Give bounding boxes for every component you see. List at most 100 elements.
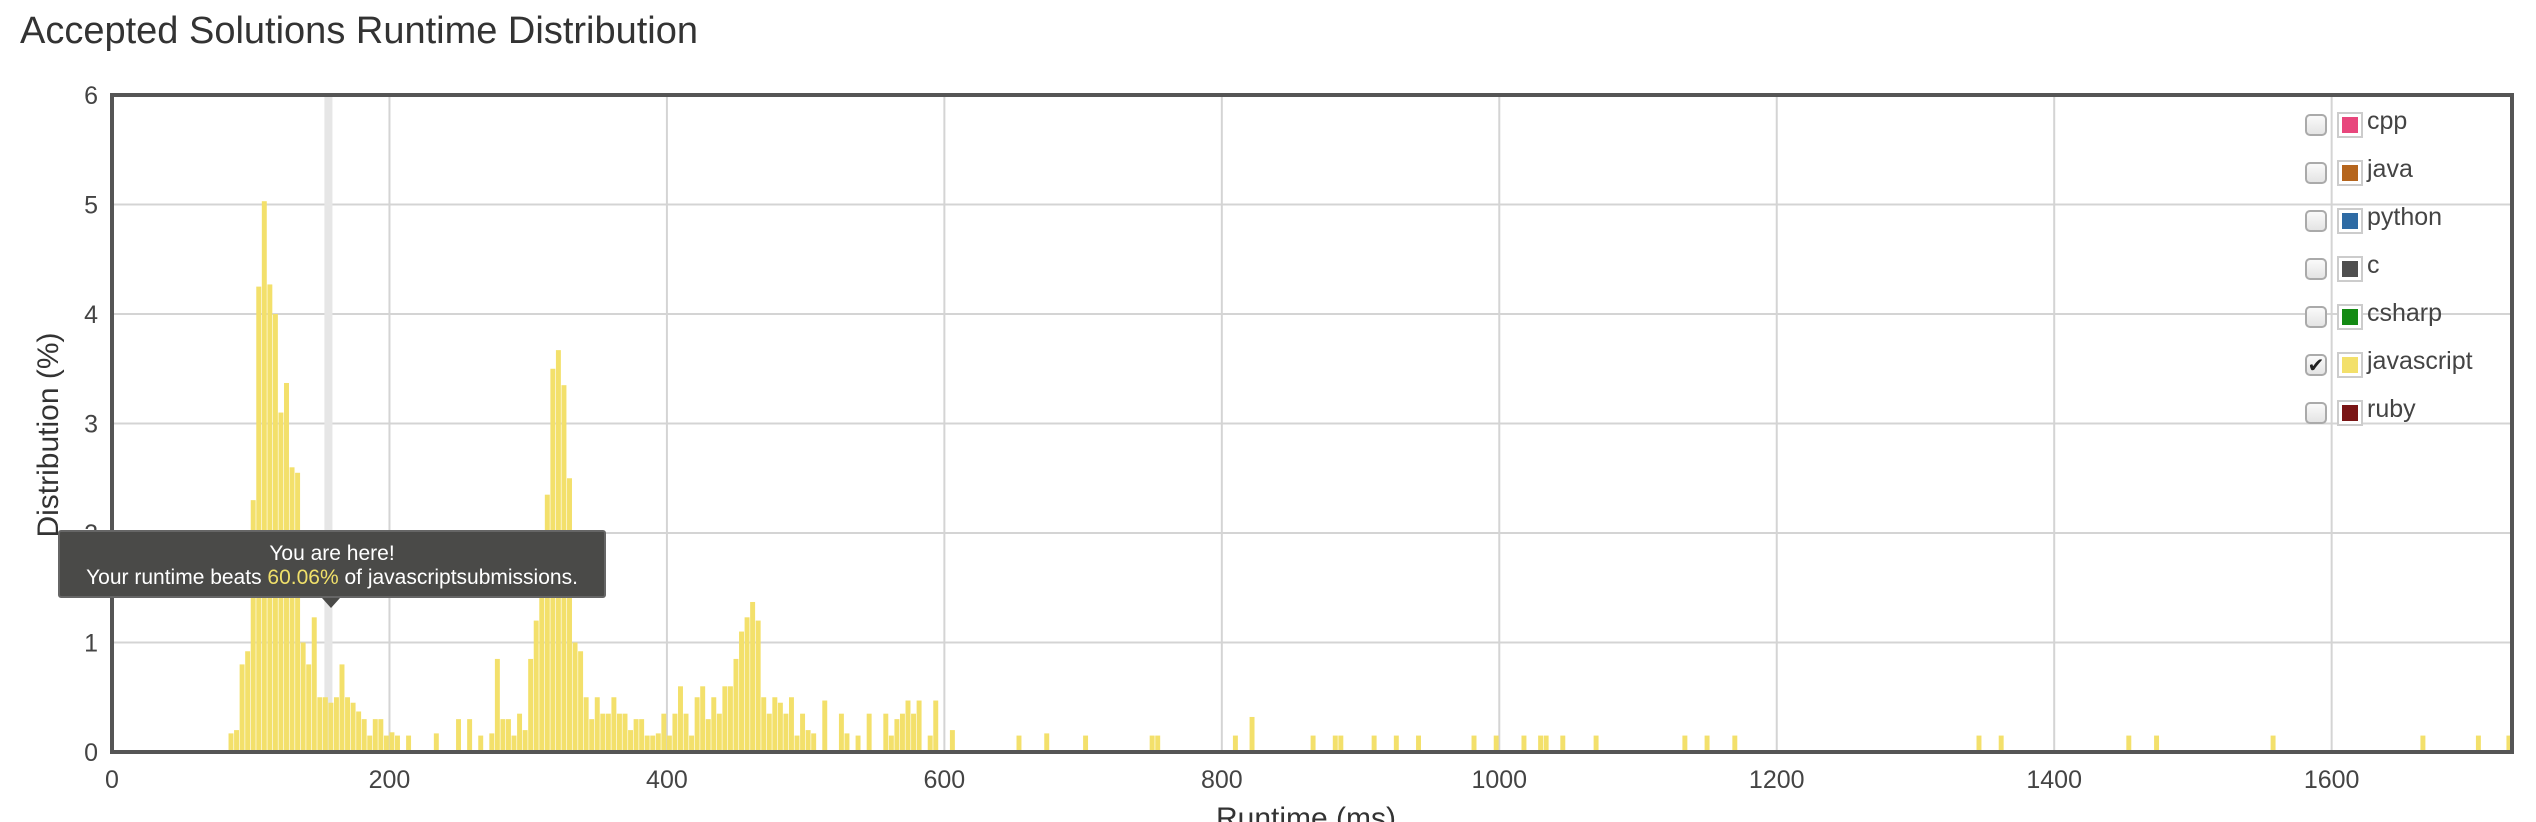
bar[interactable] bbox=[250, 500, 256, 752]
bar[interactable] bbox=[716, 713, 722, 752]
legend-item-python[interactable]: python bbox=[2305, 201, 2442, 241]
bar[interactable] bbox=[777, 702, 783, 752]
bar[interactable] bbox=[372, 719, 378, 752]
bar[interactable] bbox=[367, 735, 373, 752]
bar[interactable] bbox=[639, 719, 645, 752]
bar[interactable] bbox=[567, 478, 572, 752]
bar[interactable] bbox=[888, 735, 894, 752]
legend-checkbox-cpp[interactable] bbox=[2305, 114, 2327, 136]
bar[interactable] bbox=[755, 620, 761, 752]
bar[interactable] bbox=[705, 719, 711, 752]
bar[interactable] bbox=[2154, 735, 2160, 752]
legend-item-cpp[interactable]: cpp bbox=[2305, 105, 2407, 145]
bar[interactable] bbox=[1998, 735, 2004, 752]
legend-item-java[interactable]: java bbox=[2305, 153, 2413, 193]
bar[interactable] bbox=[328, 702, 334, 752]
bar[interactable] bbox=[406, 735, 412, 752]
bar[interactable] bbox=[345, 697, 351, 752]
bar[interactable] bbox=[683, 713, 689, 752]
bar[interactable] bbox=[822, 700, 828, 752]
bar[interactable] bbox=[1155, 735, 1161, 752]
bar[interactable] bbox=[234, 730, 240, 752]
bar[interactable] bbox=[1682, 735, 1688, 752]
legend-checkbox-java[interactable] bbox=[2305, 162, 2327, 184]
bar[interactable] bbox=[1083, 735, 1089, 752]
bar[interactable] bbox=[378, 719, 384, 752]
bar[interactable] bbox=[611, 697, 617, 752]
bar[interactable] bbox=[467, 719, 473, 752]
bar[interactable] bbox=[2126, 735, 2132, 752]
bar[interactable] bbox=[750, 601, 756, 752]
bar[interactable] bbox=[883, 713, 889, 752]
bar[interactable] bbox=[700, 686, 706, 752]
bar[interactable] bbox=[933, 700, 939, 752]
bar[interactable] bbox=[1310, 735, 1316, 752]
bar[interactable] bbox=[628, 730, 634, 752]
legend-item-csharp[interactable]: csharp bbox=[2305, 297, 2442, 337]
bar[interactable] bbox=[644, 735, 650, 752]
bar[interactable] bbox=[800, 713, 806, 752]
bar[interactable] bbox=[1332, 735, 1338, 752]
bar[interactable] bbox=[433, 733, 439, 752]
legend-checkbox-csharp[interactable] bbox=[2305, 306, 2327, 328]
bar[interactable] bbox=[267, 284, 273, 752]
bar[interactable] bbox=[739, 631, 745, 752]
bar[interactable] bbox=[1338, 735, 1344, 752]
bar[interactable] bbox=[1232, 735, 1238, 752]
legend-checkbox-python[interactable] bbox=[2305, 210, 2327, 232]
bar[interactable] bbox=[655, 733, 661, 752]
bar[interactable] bbox=[2475, 735, 2481, 752]
bar[interactable] bbox=[306, 664, 312, 752]
bar[interactable] bbox=[600, 713, 606, 752]
legend-checkbox-javascript[interactable]: ✔ bbox=[2305, 354, 2327, 376]
bar[interactable] bbox=[672, 713, 678, 752]
bar[interactable] bbox=[395, 735, 400, 752]
bar[interactable] bbox=[511, 735, 517, 752]
bar[interactable] bbox=[666, 735, 672, 752]
bar[interactable] bbox=[1976, 735, 1982, 752]
bar[interactable] bbox=[517, 713, 523, 752]
bar[interactable] bbox=[727, 686, 733, 752]
bar[interactable] bbox=[1538, 735, 1544, 752]
bar[interactable] bbox=[733, 658, 739, 752]
bar[interactable] bbox=[783, 713, 789, 752]
bar[interactable] bbox=[239, 664, 245, 752]
bar[interactable] bbox=[1371, 735, 1377, 752]
bar[interactable] bbox=[456, 719, 461, 752]
bar[interactable] bbox=[761, 697, 767, 752]
bar[interactable] bbox=[289, 467, 295, 752]
bar[interactable] bbox=[788, 697, 794, 752]
bar[interactable] bbox=[572, 642, 578, 753]
bar[interactable] bbox=[539, 538, 545, 752]
bar[interactable] bbox=[500, 719, 506, 752]
bar[interactable] bbox=[583, 697, 589, 752]
bar[interactable] bbox=[650, 735, 656, 752]
bar[interactable] bbox=[1044, 733, 1050, 752]
bar[interactable] bbox=[866, 713, 872, 752]
bar[interactable] bbox=[505, 719, 511, 752]
bar[interactable] bbox=[1149, 735, 1155, 752]
bar[interactable] bbox=[905, 700, 911, 752]
bar[interactable] bbox=[678, 686, 683, 752]
bar[interactable] bbox=[356, 711, 362, 752]
bar[interactable] bbox=[894, 719, 900, 752]
bar[interactable] bbox=[805, 730, 811, 752]
bar[interactable] bbox=[300, 642, 306, 753]
bar[interactable] bbox=[605, 713, 611, 752]
bar[interactable] bbox=[844, 733, 850, 752]
bar[interactable] bbox=[389, 732, 395, 752]
bar[interactable] bbox=[522, 730, 528, 752]
bar[interactable] bbox=[2506, 735, 2512, 752]
bar[interactable] bbox=[689, 735, 695, 752]
bar[interactable] bbox=[544, 494, 550, 752]
bar[interactable] bbox=[1560, 735, 1566, 752]
legend-item-c[interactable]: c bbox=[2305, 249, 2380, 289]
bar[interactable] bbox=[916, 700, 922, 752]
bar[interactable] bbox=[2420, 735, 2426, 752]
bar[interactable] bbox=[2270, 735, 2276, 752]
bar[interactable] bbox=[589, 719, 595, 752]
bar[interactable] bbox=[594, 697, 600, 752]
bar[interactable] bbox=[1732, 735, 1738, 752]
bar[interactable] bbox=[245, 651, 251, 752]
bar[interactable] bbox=[899, 713, 905, 752]
